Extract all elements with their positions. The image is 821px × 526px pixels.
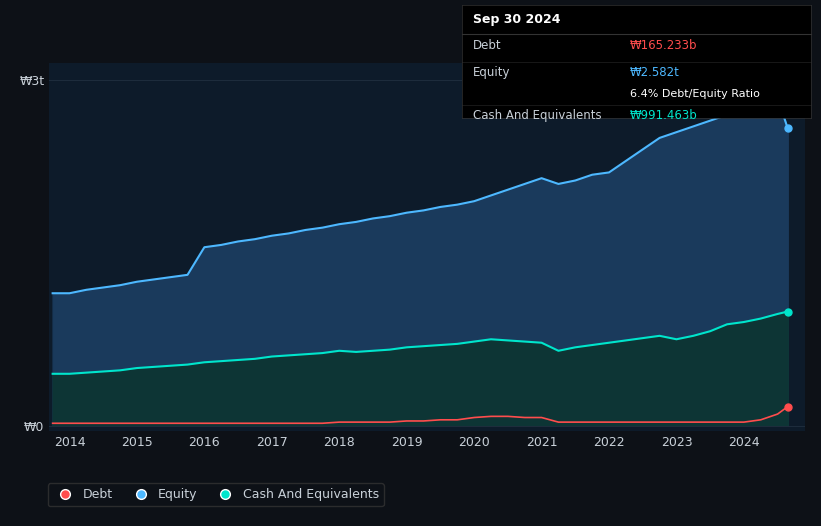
Text: 6.4% Debt/Equity Ratio: 6.4% Debt/Equity Ratio <box>630 89 759 99</box>
Text: Debt: Debt <box>473 39 502 52</box>
Text: Sep 30 2024: Sep 30 2024 <box>473 13 560 26</box>
Text: Cash And Equivalents: Cash And Equivalents <box>473 109 601 123</box>
Text: ₩165.233b: ₩165.233b <box>630 39 697 52</box>
Text: ₩2.582t: ₩2.582t <box>630 66 680 79</box>
Point <box>781 307 794 316</box>
Text: ₩991.463b: ₩991.463b <box>630 109 698 123</box>
Point <box>781 124 794 133</box>
Text: Equity: Equity <box>473 66 510 79</box>
Point <box>781 402 794 411</box>
Legend: Debt, Equity, Cash And Equivalents: Debt, Equity, Cash And Equivalents <box>48 483 383 506</box>
